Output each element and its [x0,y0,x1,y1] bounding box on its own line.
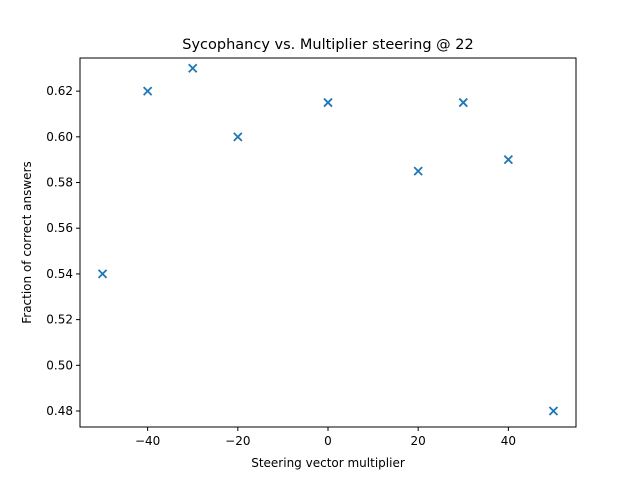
data-point [233,132,243,142]
data-point [413,166,423,176]
y-axis-label: Fraction of correct answers [20,161,34,324]
y-tick-label: 0.54 [46,267,73,281]
y-tick-label: 0.48 [46,404,73,418]
y-tick-label: 0.60 [46,130,73,144]
data-point [142,86,153,96]
x-axis-label: Steering vector multiplier [251,456,405,470]
y-tick-label: 0.52 [46,313,73,327]
data-point [97,269,108,279]
y-tick-label: 0.56 [46,221,73,235]
y-tick-label: 0.58 [46,176,73,190]
x-tick-label: 0 [324,434,332,448]
y-tick-label: 0.62 [46,84,73,98]
x-axis-ticks: −40 −20 0 20 40 [135,427,516,448]
data-point [188,63,198,73]
data-point [548,406,559,416]
x-tick-label: −20 [225,434,250,448]
y-tick-label: 0.50 [46,358,73,372]
x-tick-label: 20 [411,434,426,448]
x-tick-label: 40 [501,434,516,448]
plot-frame [79,57,577,428]
data-points [97,63,559,416]
x-tick-label: −40 [135,434,160,448]
data-point [458,97,468,108]
data-point [323,97,333,108]
chart-title: Sycophancy vs. Multiplier steering @ 22 [182,37,473,53]
data-point [503,155,514,165]
y-axis-ticks: 0.48 0.50 0.52 0.54 0.56 0.58 0.60 0.62 [46,84,80,418]
